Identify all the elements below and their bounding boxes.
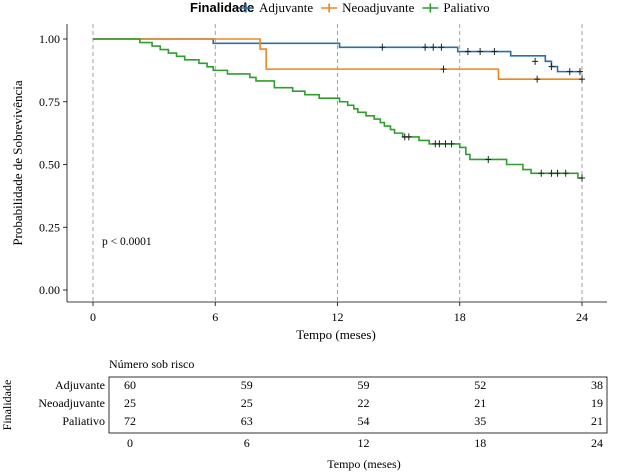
censor-mark-paliativo	[436, 140, 443, 148]
risk-cell: 59	[358, 378, 370, 392]
censor-mark-adjuvante	[491, 48, 498, 56]
x-tick-label: 0	[90, 310, 96, 324]
y-tick-label: 0.75	[39, 95, 60, 109]
censor-mark-adjuvante	[548, 63, 555, 71]
curve-adjuvante	[93, 38, 582, 73]
legend-title: Finalidade	[190, 0, 254, 15]
censor-mark-paliativo	[538, 169, 545, 177]
legend-label-adjuvante: Adjuvante	[259, 0, 313, 15]
legend-key-adjuvante	[238, 3, 254, 13]
legend-item-adjuvante: Adjuvante	[238, 0, 313, 15]
risk-table-panel	[108, 376, 608, 434]
censor-mark-paliativo	[485, 155, 492, 163]
censor-mark-adjuvante	[438, 43, 445, 51]
risk-x-tick-label: 12	[358, 436, 370, 450]
x-tick-label: 18	[454, 310, 466, 324]
p-value-annotation: p < 0.0001	[102, 236, 152, 248]
risk-cell: 25	[124, 396, 136, 410]
risk-cell: 54	[358, 414, 370, 428]
risk-row-neoadjuvante: Neoadjuvante 25 25 22 21 19	[38, 396, 603, 410]
censor-mark-paliativo	[405, 133, 412, 141]
risk-row-label: Adjuvante	[55, 378, 105, 392]
risk-cell: 59	[241, 378, 253, 392]
risk-cell: 19	[591, 396, 603, 410]
risk-cell: 21	[474, 396, 486, 410]
y-tick-label: 1.00	[39, 32, 60, 46]
x-tick-label: 12	[332, 310, 344, 324]
risk-row-adjuvante: Adjuvante 60 59 59 52 38	[55, 378, 603, 392]
censor-mark-adjuvante	[566, 68, 573, 76]
legend-label-neoadjuvante: Neoadjuvante	[342, 0, 414, 15]
risk-cell: 35	[474, 414, 486, 428]
y-tick-label: 0.00	[39, 283, 60, 297]
risk-row-label: Paliativo	[62, 414, 105, 428]
risk-x-tick-label: 0	[127, 436, 133, 450]
risk-cell: 60	[124, 378, 136, 392]
risk-cell: 52	[474, 378, 486, 392]
risk-x-tick-label: 24	[591, 436, 603, 450]
risk-x-tick-label: 18	[474, 436, 486, 450]
censor-mark-adjuvante	[477, 48, 484, 56]
censor-mark-adjuvante	[532, 57, 539, 65]
curve-neoadjuvante	[93, 38, 582, 80]
censor-mark-adjuvante	[422, 43, 429, 51]
censor-mark-adjuvante	[379, 43, 386, 51]
y-axis-title: Probabilidade de Sobrevivência	[10, 80, 25, 246]
risk-table: Número sob risco Adjuvante 60 59 59 52 38Neoa…	[0, 357, 608, 471]
risk-table-x-title: Tempo (meses)	[327, 457, 400, 471]
x-axis-title: Tempo (meses)	[296, 327, 376, 342]
risk-cell: 21	[591, 414, 603, 428]
risk-row-label: Neoadjuvante	[38, 396, 105, 410]
x-tick-label: 24	[576, 310, 588, 324]
legend: Finalidade Adjuvante Neoadjuvante Paliativ…	[190, 0, 490, 15]
censor-mark-paliativo	[562, 169, 569, 177]
survival-plot: 0.00 0.25 0.50 0.75 1.00 0 6 12 18 24 Probabilid…	[10, 24, 607, 342]
censor-mark-paliativo	[579, 174, 585, 182]
censor-mark-paliativo	[448, 140, 455, 148]
censor-mark-adjuvante	[430, 43, 437, 51]
censor-mark-adjuvante	[464, 48, 471, 56]
legend-item-neoadjuvante: Neoadjuvante	[321, 0, 415, 15]
risk-cell: 72	[124, 414, 136, 428]
risk-row-paliativo: Paliativo 72 63 54 35 21	[62, 414, 603, 428]
risk-table-y-title: Finalidade	[0, 380, 14, 431]
legend-label-paliativo: Paliativo	[443, 0, 489, 15]
censor-mark-paliativo	[554, 169, 561, 177]
risk-cell: 63	[241, 414, 253, 428]
censor-mark-neoadjuvante	[534, 75, 541, 83]
curve-paliativo	[93, 38, 582, 179]
censor-mark-neoadjuvante	[440, 65, 447, 73]
risk-cell: 22	[358, 396, 370, 410]
risk-cell: 25	[241, 396, 253, 410]
legend-key-paliativo	[422, 3, 439, 13]
legend-item-paliativo: Paliativo	[422, 0, 490, 15]
risk-x-tick-label: 6	[244, 436, 250, 450]
risk-cell: 38	[591, 378, 603, 392]
censor-mark-paliativo	[442, 140, 449, 148]
risk-table-title: Número sob risco	[109, 357, 194, 371]
y-tick-label: 0.25	[39, 220, 60, 234]
censor-mark-neoadjuvante	[579, 75, 585, 83]
x-tick-label: 6	[212, 310, 218, 324]
y-tick-label: 0.50	[39, 158, 60, 172]
censor-mark-paliativo	[548, 169, 555, 177]
censor-mark-adjuvante	[576, 68, 583, 76]
legend-key-neoadjuvante	[321, 3, 338, 13]
